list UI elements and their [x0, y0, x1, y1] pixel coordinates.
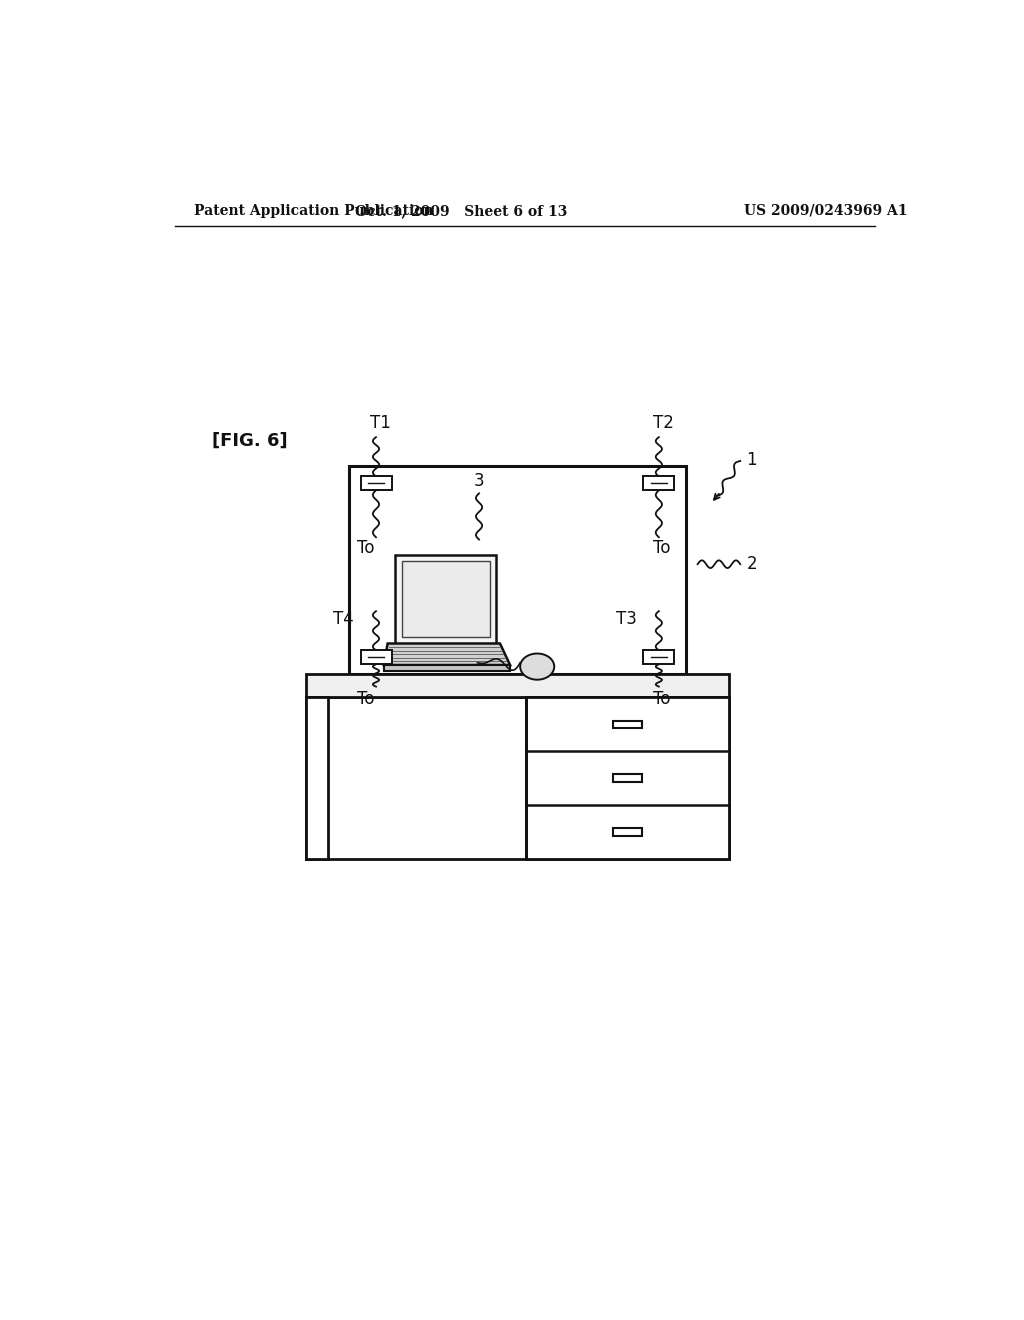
Bar [360, 651, 391, 664]
Text: [FIG. 6]: [FIG. 6] [212, 432, 288, 450]
Text: To: To [652, 689, 670, 708]
Bar [401, 561, 489, 638]
Text: To: To [356, 689, 374, 708]
Bar [360, 477, 391, 490]
Bar [612, 775, 642, 781]
Text: To: To [652, 539, 670, 557]
Bar [306, 675, 729, 697]
Text: To: To [356, 539, 374, 557]
Text: Oct. 1, 2009   Sheet 6 of 13: Oct. 1, 2009 Sheet 6 of 13 [355, 203, 567, 218]
Bar [612, 829, 642, 836]
Text: T1: T1 [370, 413, 391, 432]
Bar [349, 466, 686, 675]
Bar [643, 477, 675, 490]
Bar [643, 651, 675, 664]
Ellipse shape [520, 653, 554, 680]
Bar [384, 665, 510, 671]
Text: 3: 3 [474, 471, 484, 490]
Text: 1: 1 [746, 451, 757, 469]
Text: T2: T2 [652, 413, 674, 432]
Bar [306, 697, 729, 859]
Text: Patent Application Publication: Patent Application Publication [194, 203, 433, 218]
Text: US 2009/0243969 A1: US 2009/0243969 A1 [743, 203, 907, 218]
Bar [306, 697, 328, 859]
Text: T3: T3 [616, 610, 637, 628]
Bar [395, 554, 496, 644]
Text: 2: 2 [746, 556, 757, 573]
Bar [612, 721, 642, 729]
Bar [526, 697, 729, 859]
Polygon shape [384, 644, 510, 665]
Text: T4: T4 [334, 610, 354, 628]
